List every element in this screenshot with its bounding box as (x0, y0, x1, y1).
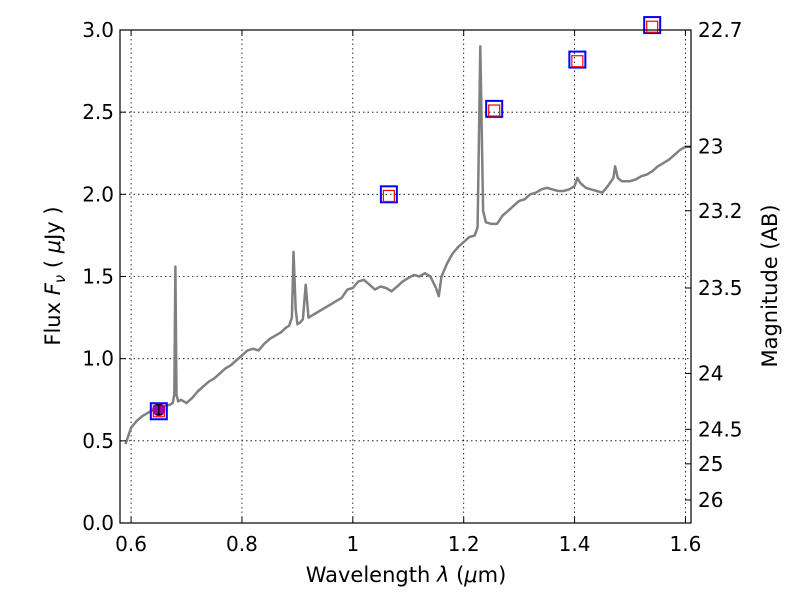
tick-labels: 0.6 0.8 1 1.2 1.4 1.6 0.0 0.5 1.0 1.5 2.0 2.5 3.0 22.… (82, 18, 742, 556)
x-axis-label-mid: ( (449, 563, 464, 587)
x-tick-label: 1.2 (448, 532, 480, 556)
y-tick-label: 2.5 (82, 100, 114, 124)
photometry-blue-square (485, 99, 504, 118)
y-tick-label: 1.5 (82, 265, 114, 289)
model-spectrum-layer (124, 45, 691, 445)
y-tick-label: 3.0 (82, 18, 114, 42)
y2-tick-label: 24 (698, 361, 723, 385)
y-axis-label-pre: Flux (41, 295, 65, 345)
photometry-blue-square (568, 50, 587, 69)
y2-tick-label: 23.2 (698, 199, 743, 223)
y-axis-label-post: Jy ) (41, 206, 65, 242)
x-axis-label-pre: Wavelength (306, 563, 437, 587)
x-axis-label-lambda: λ (436, 563, 449, 587)
x-tick-label: 1 (346, 532, 359, 556)
y2-axis-label: Magnitude (AB) (758, 204, 782, 367)
y-tick-label: 0.5 (82, 429, 114, 453)
axis-ticks (120, 29, 691, 524)
y-tick-label: 0.0 (82, 511, 114, 535)
x-axis-label: Wavelength λ (μm) (306, 563, 507, 587)
y-tick-label: 2.0 (82, 182, 114, 206)
y-axis-label-mid: ( (41, 253, 65, 275)
photometry-red-square (571, 55, 584, 68)
x-tick-label: 1.6 (670, 532, 702, 556)
y2-tick-label: 26 (698, 488, 723, 512)
photometry-red-square (382, 189, 395, 203)
y2-tick-label: 24.5 (698, 417, 743, 441)
y2-tick-label: 23.5 (698, 276, 743, 300)
y2-tick-label: 23 (698, 135, 723, 159)
x-tick-label: 0.8 (226, 532, 258, 556)
photometry-red-square (646, 20, 659, 33)
photometry-layer (149, 16, 662, 421)
x-tick-label: 1.4 (559, 532, 591, 556)
grid-lines (120, 29, 691, 524)
y-tick-label: 1.0 (82, 347, 114, 371)
y-axis-label-mu: μ (41, 240, 65, 254)
x-axis-label-post: m) (478, 563, 507, 587)
model-spectrum-line (124, 45, 691, 445)
x-tick-label: 0.6 (115, 532, 147, 556)
photometry-blue-square (643, 16, 662, 35)
y-axis-label-f: F (41, 282, 65, 295)
y-axis-label-nu: ν (51, 275, 69, 283)
y2-tick-label: 22.7 (698, 18, 743, 42)
photometry-blue-square (379, 185, 398, 204)
x-axis-label-mu: μ (463, 563, 477, 587)
y2-tick-label: 25 (698, 452, 723, 476)
photometry-red-square (488, 104, 501, 117)
y-axis-label: Flux Fν ( μJy ) (41, 206, 69, 345)
